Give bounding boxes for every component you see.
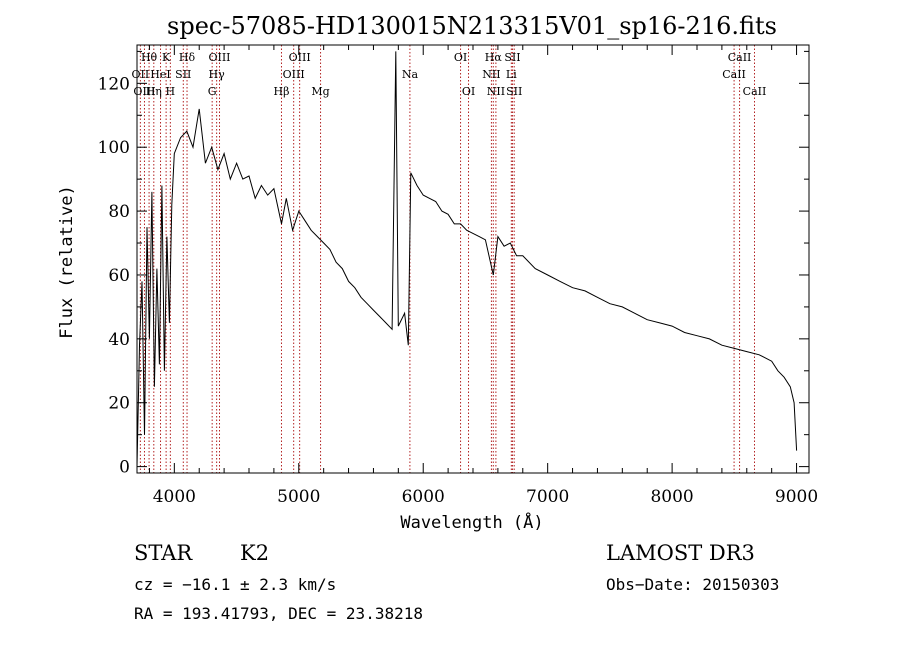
y-tick-label: 100 bbox=[98, 138, 130, 158]
line-marker-label: SII bbox=[504, 51, 520, 64]
line-marker-label: OI bbox=[462, 85, 475, 98]
line-marker-label: SII bbox=[506, 85, 522, 98]
line-marker-label: HeI bbox=[150, 68, 170, 81]
x-tick-label: 4000 bbox=[153, 487, 196, 507]
x-axis-ticks: 4000 5000 6000 7000 8000 9000 bbox=[148, 45, 818, 507]
line-marker-label: H bbox=[166, 85, 176, 98]
y-axis-label: Flux (relative) bbox=[57, 185, 77, 339]
line-marker-label: OIII bbox=[289, 51, 311, 64]
line-marker-label: CaII bbox=[743, 85, 767, 98]
line-marker-label: Hγ bbox=[209, 68, 226, 81]
line-marker-label: CaII bbox=[728, 51, 752, 64]
x-tick-label: 8000 bbox=[650, 487, 693, 507]
line-marker-label: OII bbox=[132, 68, 150, 81]
chart-title: spec-57085-HD130015N213315V01_sp16-216.f… bbox=[167, 12, 777, 40]
line-marker-label: Hθ bbox=[141, 51, 158, 64]
object-subclass: K2 bbox=[240, 541, 269, 565]
x-tick-label: 5000 bbox=[277, 487, 320, 507]
line-marker-label: OI bbox=[454, 51, 467, 64]
line-marker-label: Hα bbox=[485, 51, 503, 64]
observation-date: Obs−Date: 20150303 bbox=[606, 575, 779, 594]
line-marker-label: Hβ bbox=[274, 85, 290, 98]
spectrum-line bbox=[136, 51, 798, 467]
y-tick-label: 120 bbox=[98, 74, 130, 94]
line-marker-label: Na bbox=[402, 68, 419, 81]
coordinates-text: RA = 193.41793, DEC = 23.38218 bbox=[134, 604, 423, 623]
x-tick-label: 9000 bbox=[775, 487, 818, 507]
line-marker-label: CaII bbox=[722, 68, 746, 81]
survey-name: LAMOST DR3 bbox=[606, 541, 755, 565]
y-tick-label: 0 bbox=[119, 458, 130, 478]
line-markers bbox=[139, 45, 755, 473]
line-marker-label: G bbox=[208, 85, 217, 98]
plot-frame bbox=[136, 44, 810, 474]
line-marker-label: Hη bbox=[146, 85, 162, 98]
line-marker-label: K bbox=[162, 51, 171, 64]
redshift-text: cz = −16.1 ± 2.3 km/s bbox=[134, 575, 336, 594]
x-tick-label: 6000 bbox=[402, 487, 445, 507]
y-tick-label: 20 bbox=[108, 394, 130, 414]
line-marker-label: Mg bbox=[311, 85, 329, 98]
y-tick-label: 80 bbox=[108, 202, 130, 222]
line-marker-label: SII bbox=[175, 68, 191, 81]
line-marker-label: Hδ bbox=[179, 51, 196, 64]
object-class: STAR bbox=[134, 541, 193, 565]
x-axis-label: Wavelength (Å) bbox=[400, 511, 543, 533]
line-marker-label: OIII bbox=[208, 51, 230, 64]
y-tick-label: 40 bbox=[108, 330, 130, 350]
line-marker-label: OIII bbox=[133, 85, 155, 98]
line-marker-label: NII bbox=[487, 85, 505, 98]
x-tick-label: 7000 bbox=[526, 487, 569, 507]
line-marker-label: OIII bbox=[283, 68, 305, 81]
y-tick-label: 60 bbox=[108, 266, 130, 286]
line-marker-label: NII bbox=[482, 68, 500, 81]
y-axis-ticks: 0 20 40 60 80 100 120 bbox=[98, 50, 809, 478]
line-marker-label: Li bbox=[506, 68, 517, 81]
